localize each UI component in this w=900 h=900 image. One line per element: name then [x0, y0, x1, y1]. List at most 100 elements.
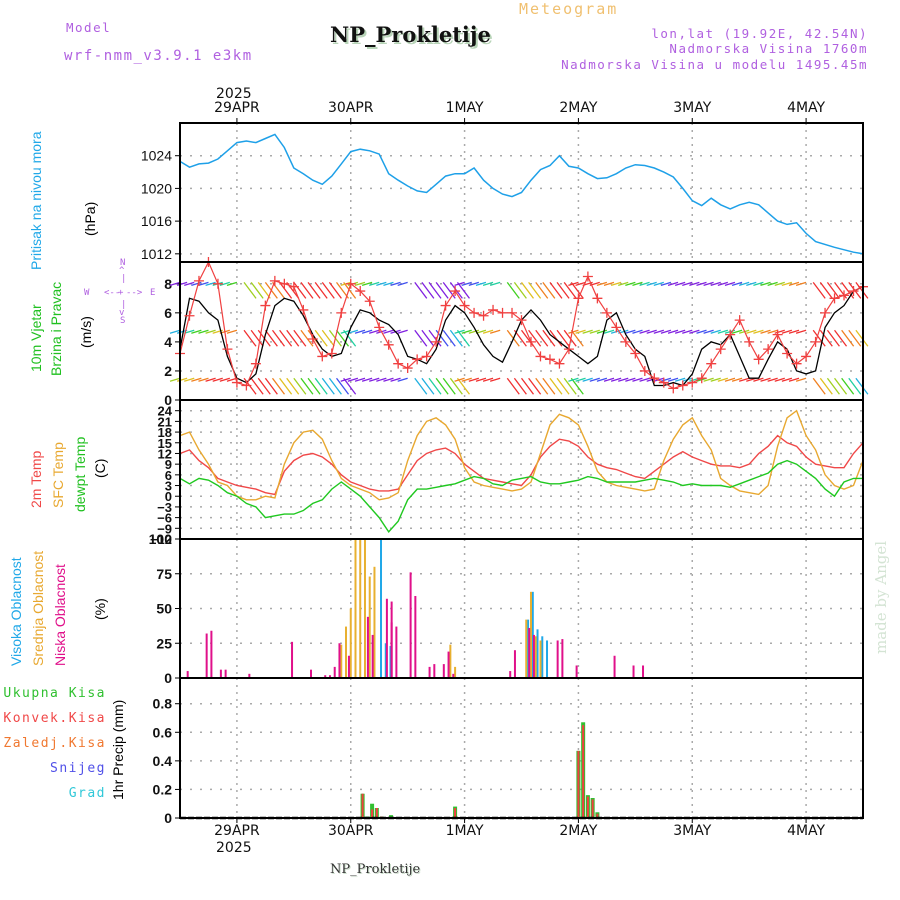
wind-barb	[414, 377, 428, 395]
wind-barb	[696, 281, 707, 286]
gust-marker	[668, 383, 679, 394]
compass-arrow-w: <--	[104, 288, 121, 298]
cloud-bar-niska	[248, 673, 251, 678]
wind-barb	[343, 329, 357, 347]
wind-barb	[710, 377, 721, 382]
wind-barb	[774, 281, 785, 286]
cloud-bar-niska	[328, 675, 331, 678]
gust-marker	[345, 278, 356, 289]
y-tick-label: 100	[149, 531, 173, 547]
wind-barb	[570, 281, 584, 299]
precip-label-snow: Snijeg	[50, 761, 106, 776]
gust-marker	[364, 296, 375, 307]
gust-marker	[317, 351, 328, 362]
compass-line-s: |	[121, 300, 127, 310]
precip-bar-ukupna-kisa	[389, 815, 394, 818]
wind-barb	[205, 377, 216, 382]
cloud-bar-niska	[561, 639, 564, 678]
wind-barb	[361, 377, 373, 382]
wind-barb	[307, 281, 321, 299]
gust-marker	[326, 348, 337, 359]
y-tick-label: 0	[165, 489, 172, 504]
wind-barb	[397, 329, 408, 334]
cloud-bar-niska	[210, 630, 213, 678]
cloud-bar-niska	[186, 671, 189, 678]
wind-barb	[264, 377, 278, 395]
day-label-top: 2MAY	[559, 100, 598, 116]
wind-barb	[449, 377, 463, 395]
wind-barb	[855, 329, 869, 347]
wind-barb	[841, 329, 855, 347]
precip-bar-konvek-kisa	[591, 799, 594, 818]
wind-barb	[724, 377, 736, 382]
gust-marker	[412, 354, 423, 365]
wind-barb	[753, 329, 764, 334]
wind-barb	[293, 281, 307, 299]
wind-barb	[760, 329, 771, 334]
wind-barb	[191, 281, 202, 286]
wind-barb	[703, 281, 714, 286]
wind-barb	[696, 329, 707, 334]
wind-barb	[781, 377, 793, 382]
wind-barb	[812, 377, 826, 395]
gust-marker	[241, 380, 252, 391]
wind-barb	[826, 281, 840, 299]
cloud-bar-visoka	[384, 643, 387, 678]
cloud-bar-srednja	[354, 539, 357, 678]
wind-barb	[841, 377, 855, 395]
y-tick-label: 6	[164, 305, 172, 321]
y-tick-label: 0.2	[153, 781, 173, 797]
cloud-bar-niska	[333, 666, 336, 678]
wind-barb	[710, 281, 721, 286]
series-line-2m-temp	[179, 434, 864, 496]
wind-barb	[250, 281, 264, 299]
wind-compass: N ^ | W <-- + --> E | v S	[82, 258, 162, 328]
wind-barb	[428, 281, 442, 299]
wind-barb	[435, 377, 449, 395]
wind-barb	[219, 377, 230, 382]
wind-barb	[482, 281, 494, 286]
gust-marker	[772, 329, 783, 340]
wind-barb	[610, 377, 622, 382]
wind-barb	[724, 281, 736, 286]
y-tick-label: 75	[156, 566, 172, 582]
gust-marker	[459, 300, 470, 311]
cloud-bar-niska	[532, 634, 535, 678]
wind-barb	[191, 377, 202, 382]
wind-barb	[383, 329, 394, 334]
gust-marker	[298, 304, 309, 315]
cloud-bar-visoka	[541, 636, 544, 678]
compass-n: N	[120, 258, 126, 268]
wind-barb	[421, 377, 435, 395]
wind-barb	[376, 281, 387, 286]
wind-barb	[819, 377, 833, 395]
wind-barb	[461, 281, 472, 286]
gust-marker	[649, 373, 660, 384]
y-tick-label: 2	[164, 363, 172, 379]
wind-barb	[361, 281, 373, 286]
wind-barb	[535, 281, 549, 299]
gust-marker	[696, 373, 707, 384]
wind-barb	[646, 329, 657, 334]
wind-barb	[819, 329, 833, 347]
y-tick-label: 1016	[141, 213, 172, 229]
y-tick-label: 50	[156, 601, 172, 617]
wind-barb	[841, 281, 855, 299]
gust-marker	[829, 293, 840, 304]
gust-marker	[497, 307, 508, 318]
wind-barb	[482, 329, 494, 334]
wind-barb	[300, 329, 314, 347]
cloud-bar-niska	[219, 669, 222, 678]
wind-barb	[812, 281, 826, 299]
cloud-bar-srednja	[368, 576, 371, 678]
wind-barb	[542, 281, 556, 299]
wind-barb	[746, 329, 757, 334]
gust-marker	[450, 286, 461, 297]
wind-barb	[336, 329, 350, 347]
gust-marker	[715, 344, 726, 355]
gust-marker	[374, 322, 385, 333]
compass-arrow-e: -->	[126, 288, 143, 298]
wind-barb	[475, 281, 487, 286]
cloud-bar-srednja	[359, 539, 362, 678]
wind-barb	[461, 377, 472, 382]
